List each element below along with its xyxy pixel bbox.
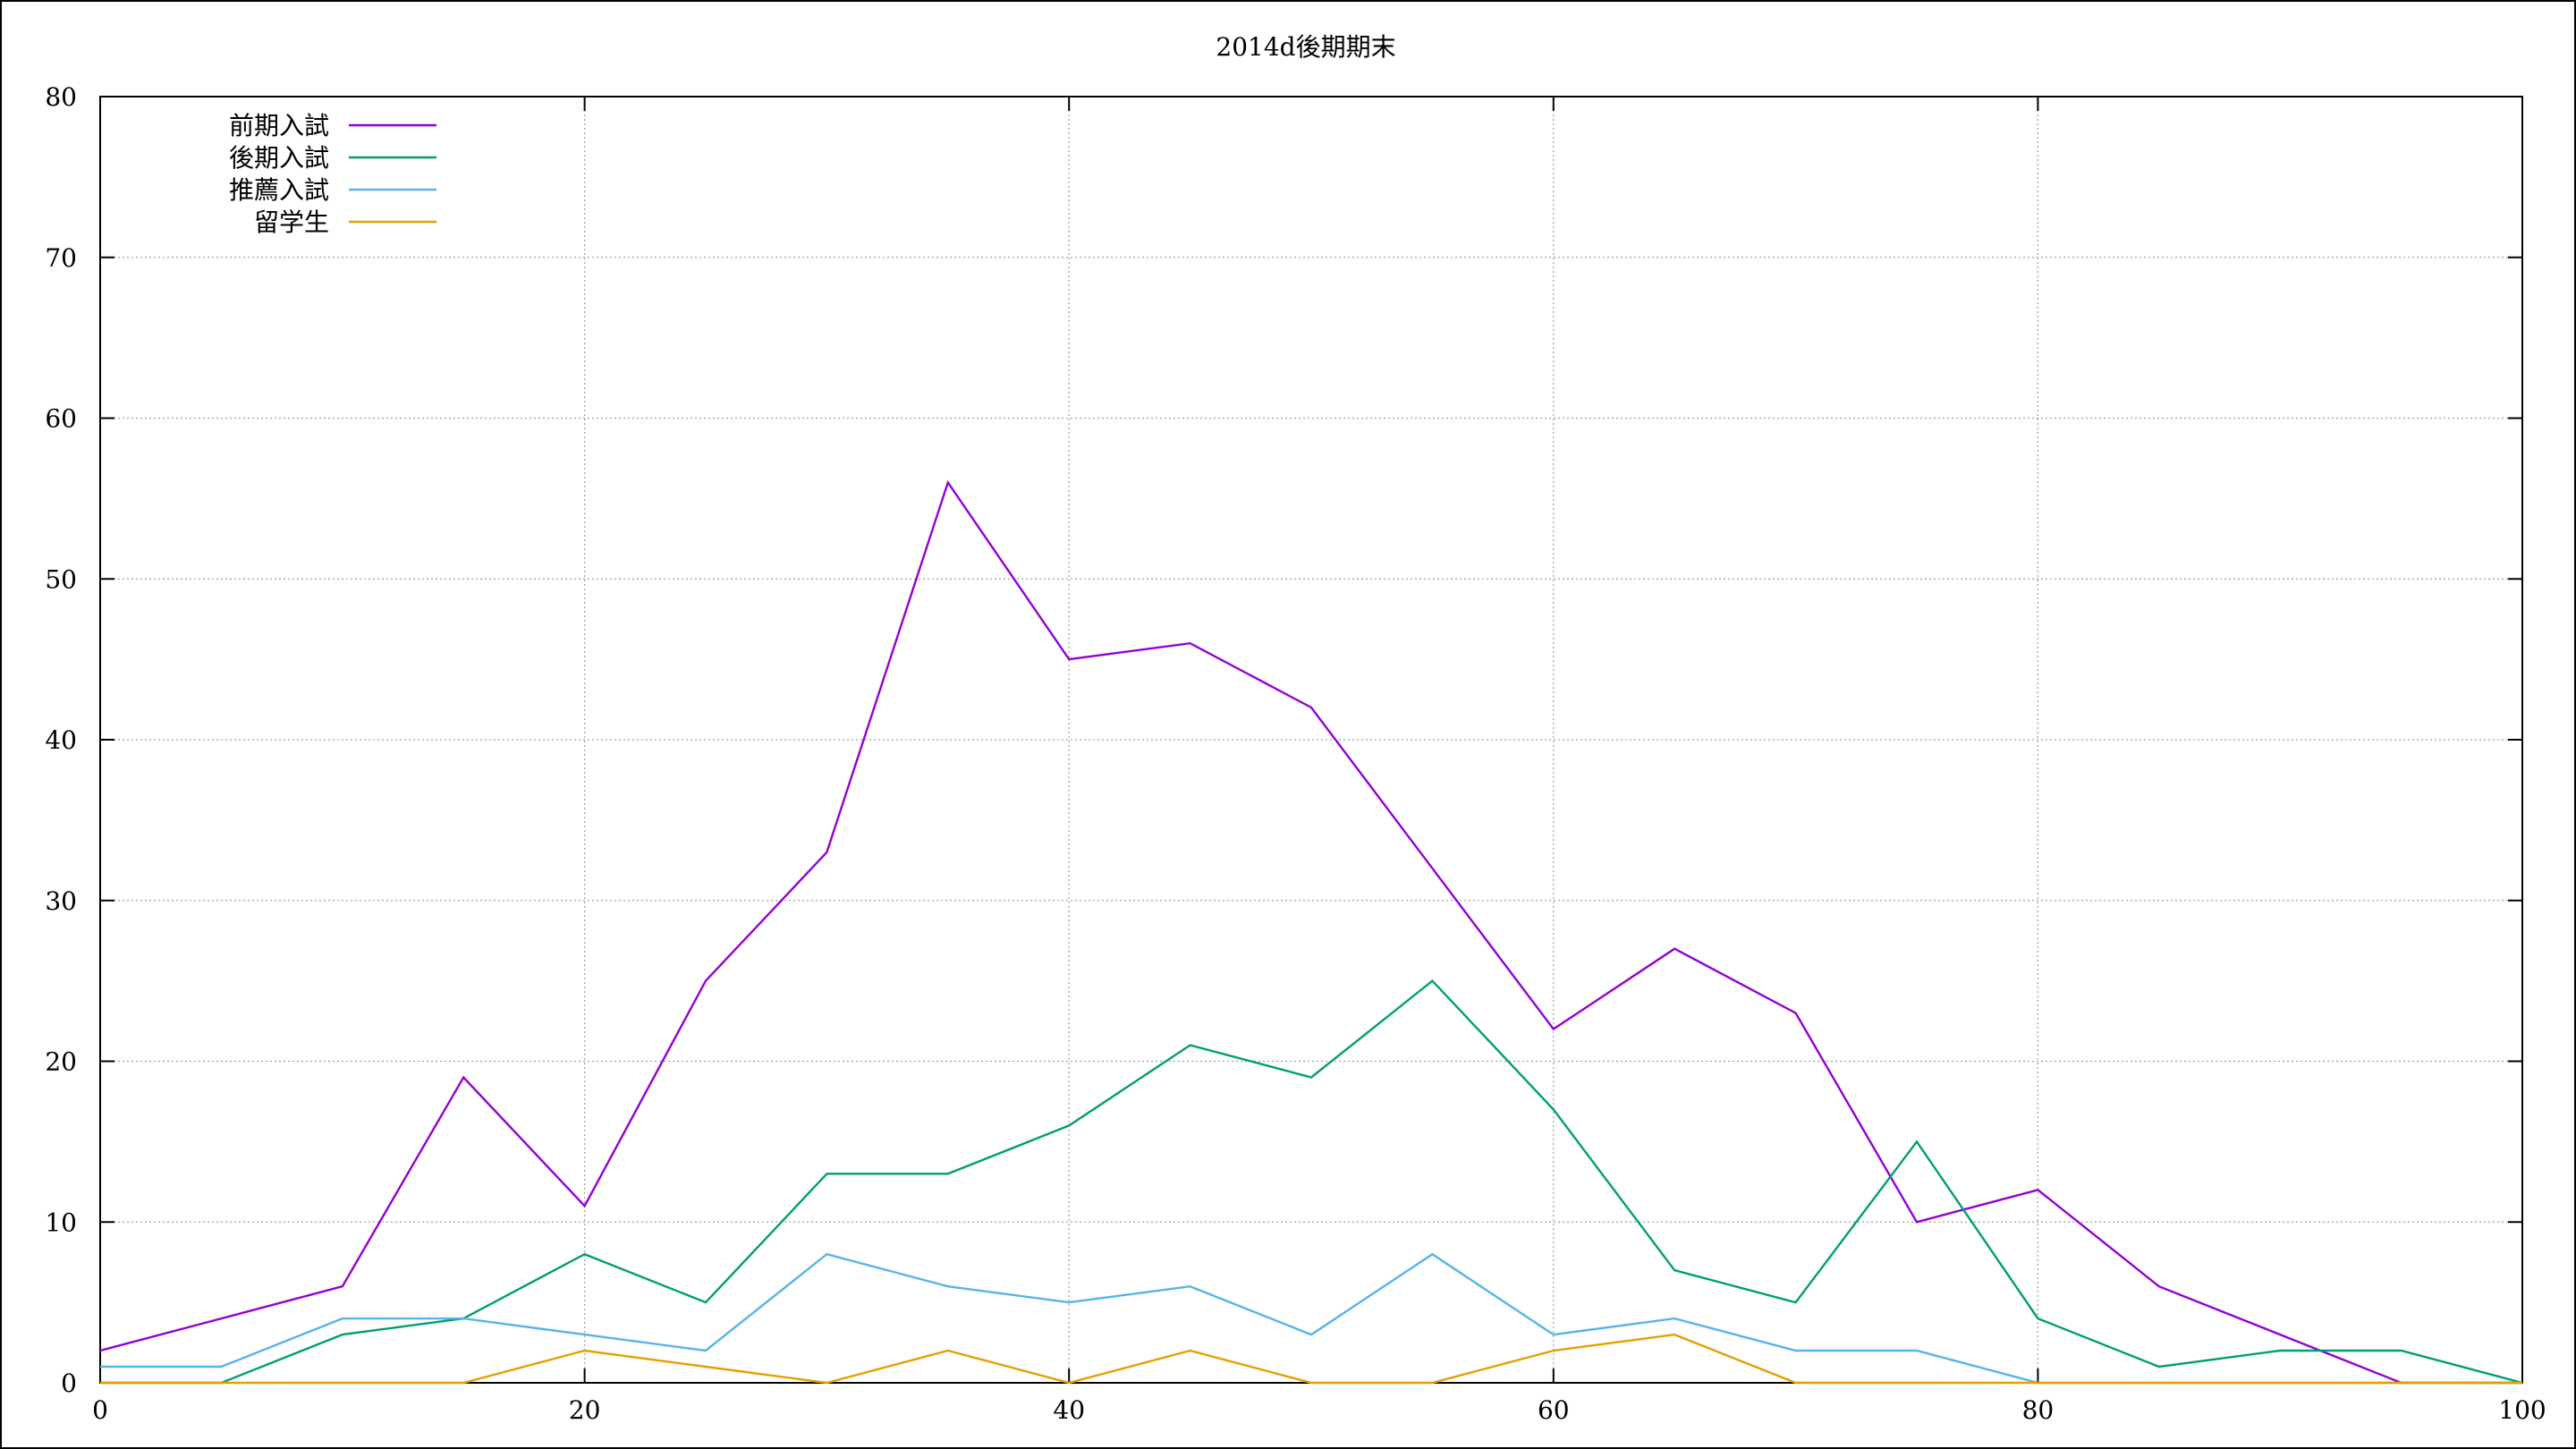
x-tick-label: 0 xyxy=(92,1395,108,1425)
series-line-2 xyxy=(100,979,2523,1385)
series-line-1 xyxy=(99,479,2522,1385)
x-tick-label: 20 xyxy=(569,1395,601,1425)
grid xyxy=(100,97,2522,1383)
y-tick-label: 40 xyxy=(45,725,77,755)
axis-ticks: 0 10 20 30 40 50 60 70 80 0 20 40 60 80 100 xyxy=(45,82,2546,1425)
legend-label: 前期入試 xyxy=(229,111,329,140)
y-tick-label: 20 xyxy=(45,1047,77,1077)
x-tick-label: 60 xyxy=(1538,1395,1570,1425)
x-tick-label: 80 xyxy=(2022,1395,2055,1425)
y-tick-label: 70 xyxy=(45,243,77,273)
series-line-4 xyxy=(100,1333,2522,1385)
y-tick-label: 0 xyxy=(61,1368,77,1398)
series-lines xyxy=(99,479,2523,1385)
legend-label: 後期入試 xyxy=(229,143,329,173)
y-tick-label: 60 xyxy=(45,404,77,434)
y-tick-label: 80 xyxy=(45,82,77,112)
series-line-3 xyxy=(100,1252,2522,1385)
y-tick-label: 30 xyxy=(45,886,77,916)
legend-label: 留学生 xyxy=(254,208,329,237)
chart-title: 2014d後期期末 xyxy=(1216,32,1395,62)
y-tick-label: 50 xyxy=(45,564,77,594)
legend-label: 推薦入試 xyxy=(229,175,329,205)
x-tick-label: 100 xyxy=(2498,1395,2546,1425)
x-tick-label: 40 xyxy=(1053,1395,1085,1425)
y-tick-label: 10 xyxy=(45,1208,77,1237)
